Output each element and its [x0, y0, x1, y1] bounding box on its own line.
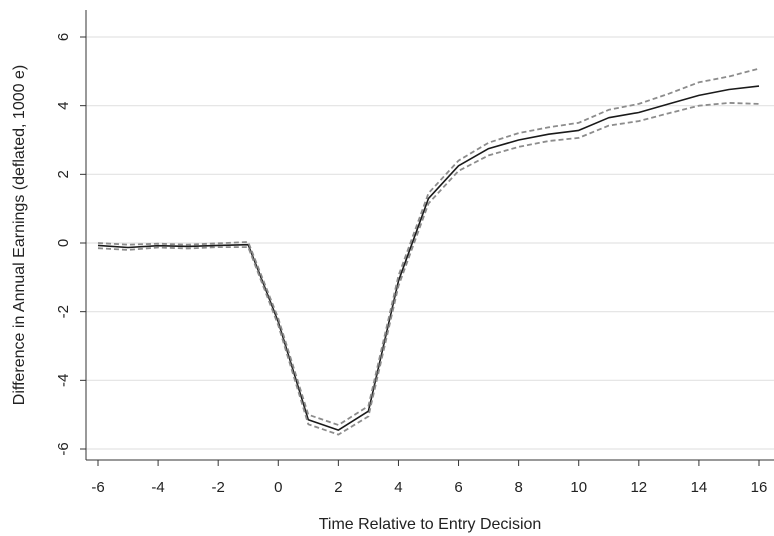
y-tick-label: 4 — [55, 101, 72, 109]
series-line-ci-bound-2 — [97, 102, 760, 436]
x-tick-label: 8 — [514, 479, 522, 496]
x-tick-label: 0 — [274, 479, 282, 496]
series-line-estimate — [97, 85, 760, 431]
x-axis-title: Time Relative to Entry Decision — [319, 516, 542, 533]
x-tick-label: 10 — [570, 479, 587, 496]
x-tick-label: -2 — [212, 479, 225, 496]
series-lines — [97, 67, 760, 436]
x-tick-label: -4 — [151, 479, 164, 496]
tick-marks: -6 -4 -2 0 2 4 6 -6 -4 -2 0 2 4 6 8 10 12 14 16 — [55, 33, 767, 496]
y-tick-label: 2 — [55, 170, 72, 178]
x-tick-label: 6 — [454, 479, 462, 496]
y-tick-label: -4 — [55, 374, 72, 387]
gridlines — [86, 36, 774, 450]
y-tick-label: 0 — [55, 239, 72, 247]
y-tick-label: 6 — [55, 33, 72, 41]
x-tick-label: 16 — [751, 479, 768, 496]
x-tick-label: 4 — [394, 479, 402, 496]
x-tick-label: 14 — [691, 479, 708, 496]
series-line-ci-bound-1 — [97, 67, 760, 426]
y-tick-label: -2 — [55, 305, 72, 318]
y-axis-title: Difference in Annual Earnings (deflated,… — [11, 65, 28, 405]
x-tick-label: 2 — [334, 479, 342, 496]
x-tick-label: -6 — [91, 479, 104, 496]
x-tick-label: 12 — [630, 479, 647, 496]
axes — [85, 10, 774, 461]
y-tick-label: -6 — [55, 442, 72, 455]
